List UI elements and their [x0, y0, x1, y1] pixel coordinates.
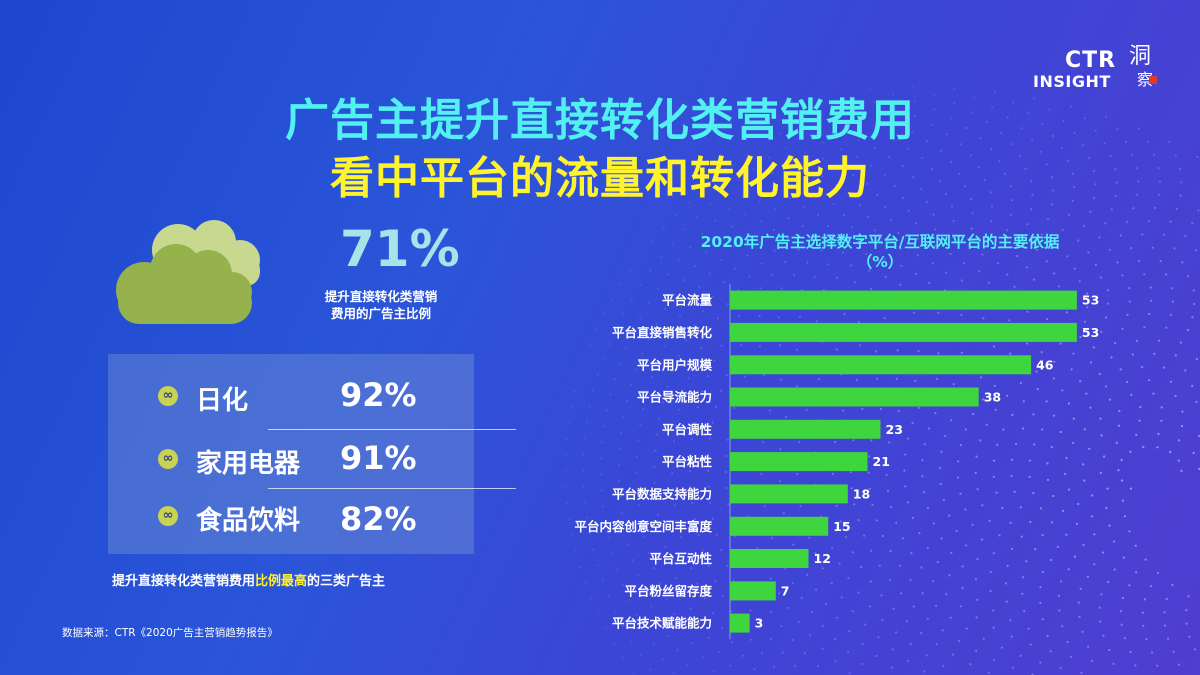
category-row: ∞ 食品饮料 82%	[108, 488, 474, 544]
data-source: 数据来源：CTR《2020广告主营销趋势报告》	[62, 627, 278, 639]
highlight-percent: 71%	[340, 220, 460, 278]
category-value: 91%	[340, 439, 417, 477]
highlight-caption-line2: 费用的广告主比例	[330, 306, 431, 321]
caption-highlight: 比例最高	[255, 574, 308, 589]
chart-subtitle: （%）	[856, 253, 904, 271]
category-name: 食品饮料	[196, 506, 301, 536]
infinity-badge-icon: ∞	[158, 449, 178, 469]
ctr-insight-logo: CTR INSIGHT 洞 察	[1033, 44, 1163, 98]
top-categories-panel: ∞ 日化 92% ∞ 家用电器 91% ∞ 食品饮料 82%	[108, 354, 516, 554]
category-row: ∞ 日化 92%	[108, 368, 474, 424]
infinity-badge-icon: ∞	[158, 506, 178, 526]
category-name: 家用电器	[196, 449, 301, 479]
category-value: 92%	[340, 376, 417, 414]
logo-ctr-text: CTR	[1065, 48, 1117, 73]
category-row: ∞ 家用电器 91%	[108, 431, 474, 487]
divider	[268, 429, 516, 430]
category-value: 82%	[340, 500, 417, 538]
chart-title: 2020年广告主选择数字平台/互联网平台的主要依据	[700, 233, 1060, 251]
logo-insight-text: INSIGHT	[1033, 72, 1111, 91]
logo-char-dong: 洞	[1129, 44, 1152, 69]
caption-before: 提升直接转化类营销费用	[112, 574, 256, 589]
highlight-caption: 提升直接转化类营销 费用的广告主比例	[306, 288, 456, 322]
divider	[268, 488, 516, 489]
page-title-line1: 广告主提升直接转化类营销费用	[285, 95, 915, 146]
caption-after: 的三类广告主	[307, 574, 386, 589]
panel-caption: 提升直接转化类营销费用比例最高的三类广告主	[112, 570, 385, 589]
cloud-icon	[116, 220, 260, 324]
category-name: 日化	[196, 386, 249, 416]
logo-char-cha: 察	[1137, 70, 1154, 89]
highlight-caption-line1: 提升直接转化类营销	[324, 289, 438, 304]
logo-seal-icon	[1149, 76, 1157, 84]
chart-title-block: 2020年广告主选择数字平台/互联网平台的主要依据 （%）	[600, 232, 1160, 272]
infinity-badge-icon: ∞	[158, 386, 178, 406]
page-title-line2: 看中平台的流量和转化能力	[330, 153, 870, 204]
